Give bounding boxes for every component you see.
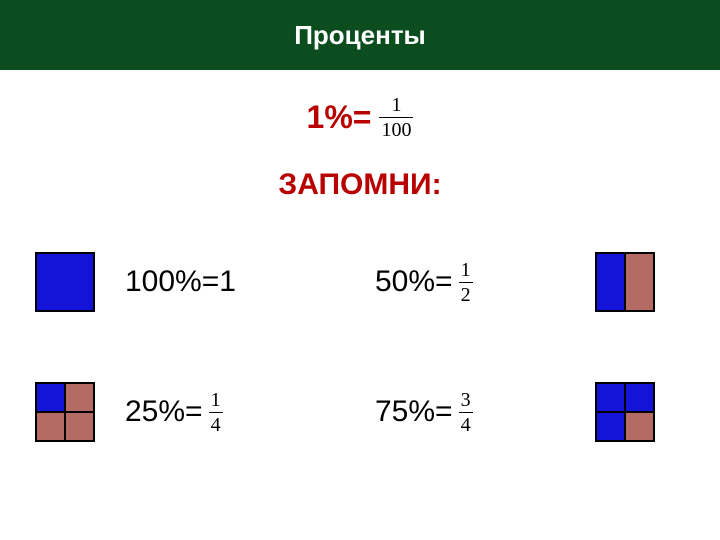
eq-100: 100%=1: [125, 265, 375, 299]
diagram-50: [595, 252, 655, 312]
definition-label: 1%=: [307, 99, 372, 136]
definition-row: 1%= 1 100: [0, 95, 720, 140]
content-grid: 100%=1 50%= 1 2 25%= 1 4 75%=: [0, 227, 720, 467]
definition-fraction: 1 100: [379, 95, 413, 140]
eq-75: 75%= 3 4: [375, 390, 595, 435]
diagram-cell: [36, 412, 65, 441]
diagram-100: [35, 252, 95, 312]
eq-25: 25%= 1 4: [125, 390, 375, 435]
diagram-cell: [596, 383, 625, 412]
fraction-denominator: 4: [459, 413, 473, 435]
fraction-numerator: 1: [209, 390, 223, 412]
diagram-100-shape: [35, 252, 95, 312]
eq-25-fraction: 1 4: [209, 390, 223, 435]
fraction-numerator: 1: [459, 260, 473, 282]
eq-label: 75%=: [375, 395, 453, 429]
fraction-denominator: 100: [379, 118, 413, 140]
diagram-cell: [625, 383, 654, 412]
diagram-cell: [596, 253, 625, 311]
diagram-75-shape: [595, 382, 655, 442]
page-title: Проценты: [294, 20, 426, 51]
diagram-cell: [625, 412, 654, 441]
eq-50-fraction: 1 2: [459, 260, 473, 305]
fraction-denominator: 4: [209, 413, 223, 435]
diagram-cell: [625, 253, 654, 311]
diagram-25: [35, 382, 95, 442]
diagram-cell: [36, 383, 65, 412]
diagram-cell: [65, 412, 94, 441]
header-bar: Проценты: [0, 0, 720, 70]
diagram-cell: [36, 253, 94, 311]
eq-label: 100%=1: [125, 265, 236, 299]
diagram-75: [595, 382, 655, 442]
subtitle: ЗАПОМНИ:: [0, 168, 720, 202]
eq-label: 25%=: [125, 395, 203, 429]
fraction-numerator: 3: [459, 390, 473, 412]
diagram-25-shape: [35, 382, 95, 442]
fraction-denominator: 2: [459, 283, 473, 305]
eq-label: 50%=: [375, 265, 453, 299]
diagram-50-shape: [595, 252, 655, 312]
eq-50: 50%= 1 2: [375, 260, 595, 305]
fraction-numerator: 1: [389, 95, 403, 117]
diagram-cell: [596, 412, 625, 441]
eq-75-fraction: 3 4: [459, 390, 473, 435]
diagram-cell: [65, 383, 94, 412]
